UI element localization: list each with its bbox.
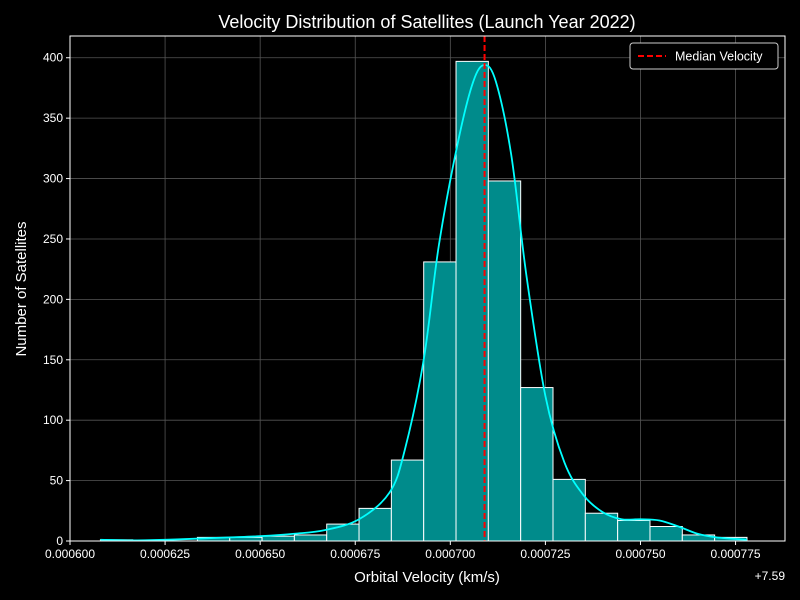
x-axis-ticks: 0.000600 0.000625 0.000650 0.000675 0.000700… <box>45 541 761 561</box>
histogram-bar <box>423 261 457 542</box>
y-tick-label: 200 <box>43 292 63 306</box>
x-tick-label: 0.000675 <box>330 547 380 561</box>
histogram-bar <box>552 478 586 542</box>
y-tick-label: 150 <box>43 353 63 367</box>
y-tick-label: 0 <box>56 534 63 548</box>
y-axis-ticks: 0 50 100 150 200 250 300 350 400 <box>43 51 70 548</box>
chart-title: Velocity Distribution of Satellites (Lau… <box>218 12 635 32</box>
legend-box <box>629 42 779 70</box>
y-tick-label: 50 <box>50 474 64 488</box>
x-axis-offset-label: +7.59 <box>755 569 786 583</box>
histogram-bar <box>358 507 392 542</box>
y-axis-label: Number of Satellites <box>13 221 30 356</box>
x-tick-label: 0.000650 <box>235 547 285 561</box>
histogram-bar <box>390 459 425 542</box>
y-tick-label: 250 <box>43 232 63 246</box>
x-tick-label: 0.000750 <box>615 547 665 561</box>
histogram-bar <box>649 526 683 542</box>
x-tick-label: 0.000700 <box>425 547 475 561</box>
x-tick-label: 0.000725 <box>520 547 570 561</box>
y-tick-label: 350 <box>43 111 63 125</box>
y-tick-label: 300 <box>43 172 63 186</box>
legend-median-label: Median Velocity <box>675 50 763 64</box>
x-tick-label: 0.000625 <box>140 547 190 561</box>
axes-frame <box>69 35 786 542</box>
histogram-bar <box>617 519 651 542</box>
histogram-bars <box>99 60 748 542</box>
x-tick-label: 0.000775 <box>711 547 761 561</box>
histogram-bar <box>261 535 295 542</box>
y-tick-label: 100 <box>43 413 63 427</box>
kde-curve <box>100 64 748 542</box>
histogram-bar <box>520 387 554 542</box>
y-tick-label: 400 <box>43 51 63 65</box>
histogram-bar <box>455 60 489 542</box>
histogram-bar <box>487 180 522 542</box>
kde-curve-group <box>100 64 748 542</box>
legend: Median Velocity <box>629 42 779 70</box>
x-axis-label: Orbital Velocity (km/s) <box>354 569 500 586</box>
histogram-bar <box>584 512 619 542</box>
x-tick-label: 0.000600 <box>45 547 95 561</box>
histogram-bar <box>293 534 328 542</box>
